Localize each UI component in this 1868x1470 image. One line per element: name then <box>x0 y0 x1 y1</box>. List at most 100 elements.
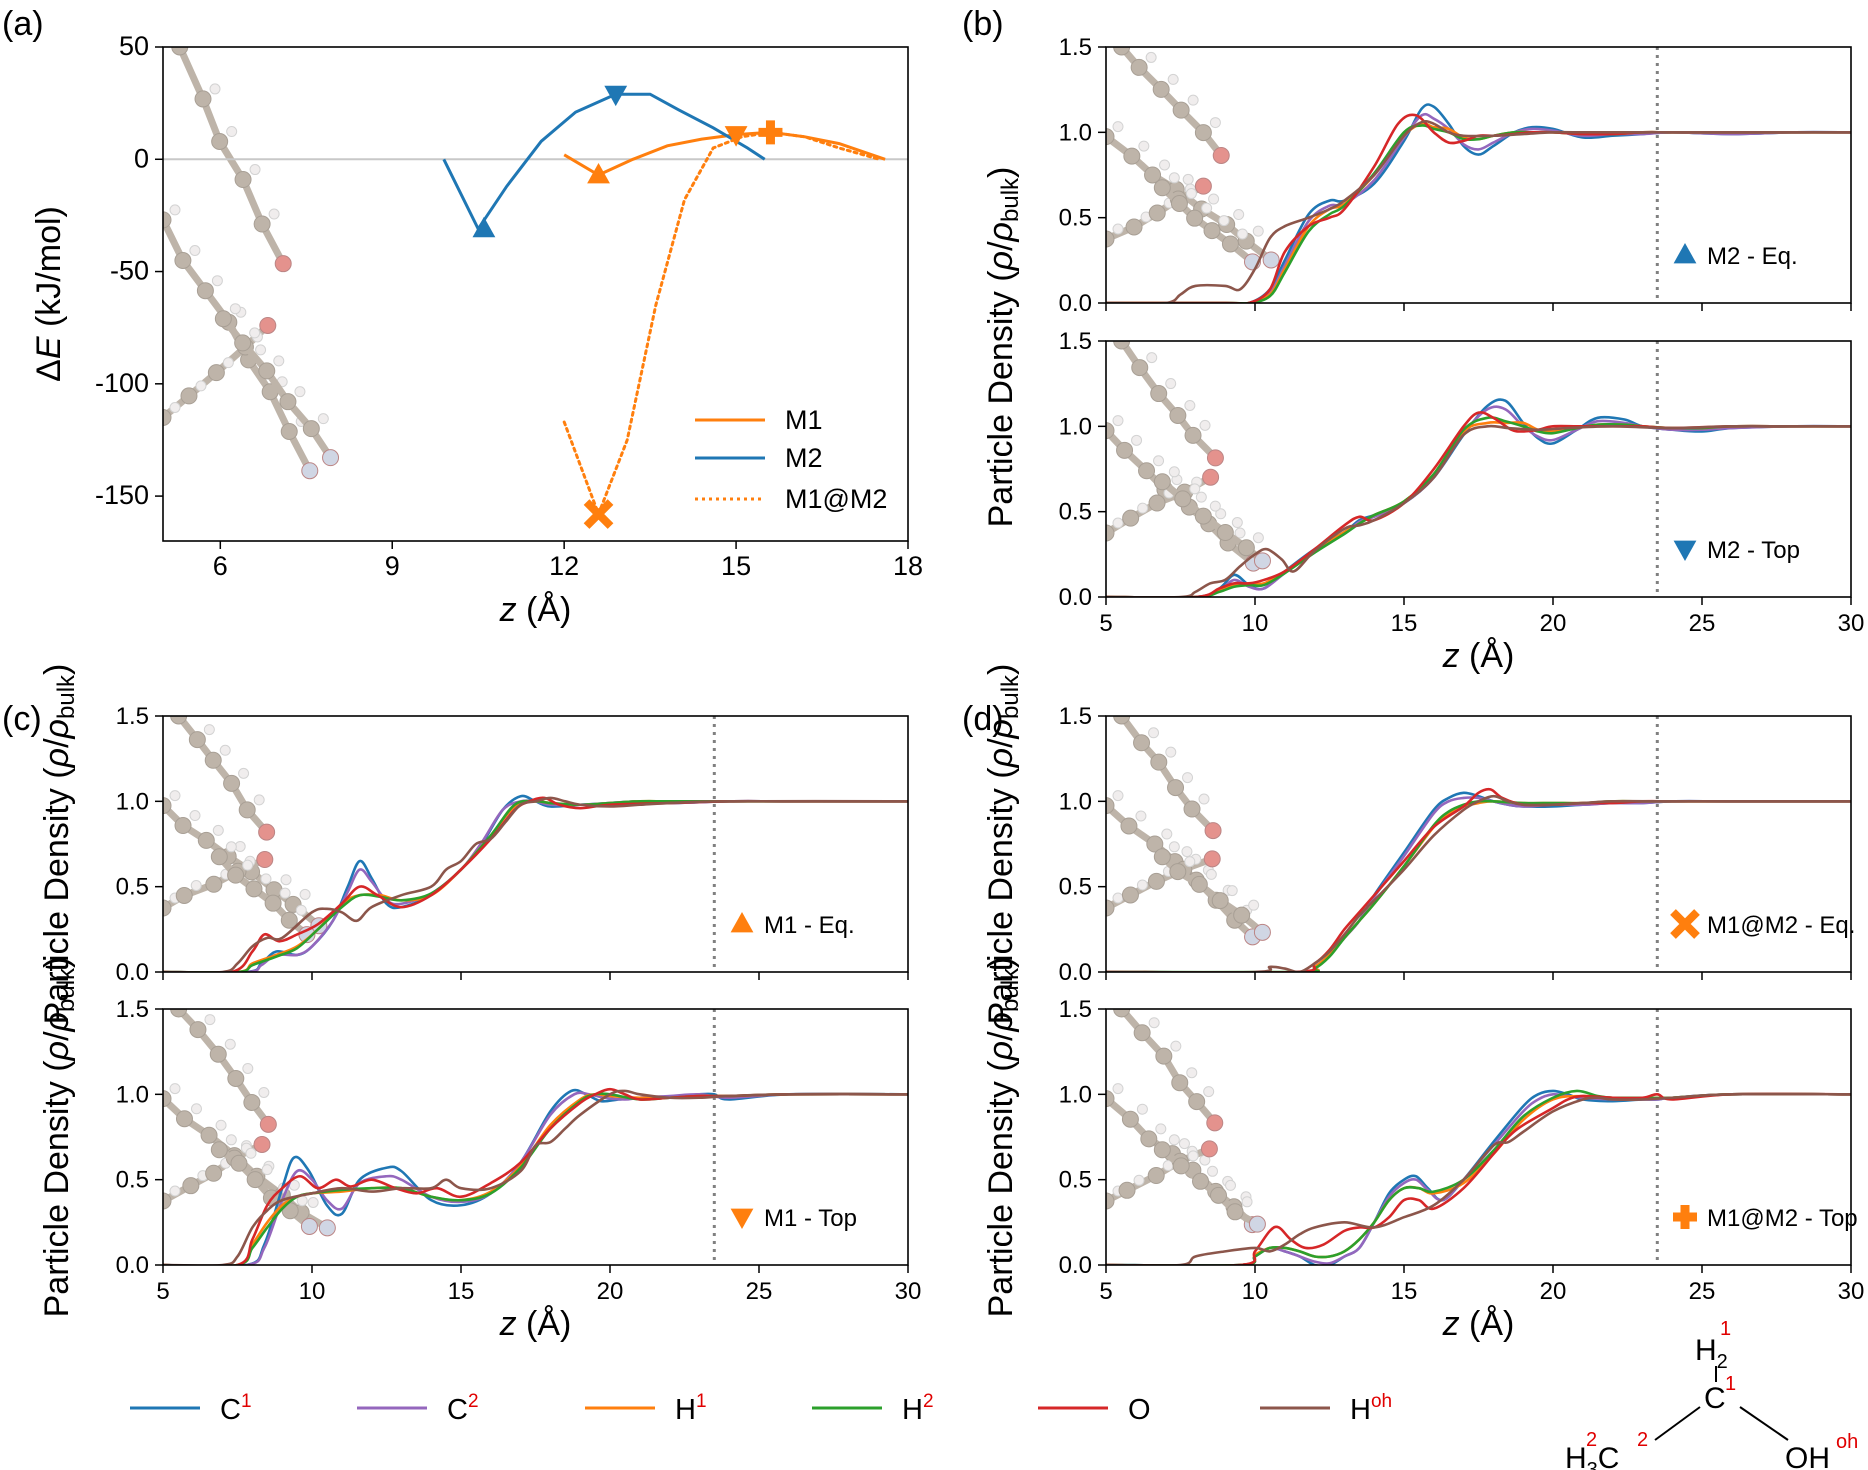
atom <box>1167 73 1179 85</box>
atom <box>253 794 265 806</box>
atom <box>1165 378 1177 390</box>
atom <box>1185 188 1197 200</box>
atom <box>207 364 225 382</box>
atom <box>227 866 245 884</box>
y-label-rho2: ρ <box>38 719 76 739</box>
legend-label: M1 <box>785 405 823 435</box>
panel-a: (a) 50 0 -50 -100 -150 6 9 12 15 18 M1 M2 M1@M2 z (Å) Δ… <box>2 5 923 629</box>
atom <box>1113 341 1131 350</box>
atom <box>1131 434 1143 446</box>
atom <box>186 701 196 711</box>
chem-oh: OH <box>1785 1442 1830 1470</box>
atom <box>1153 848 1171 866</box>
series-line-Hoh <box>1106 1092 1851 1265</box>
atom <box>1209 117 1221 129</box>
atom <box>273 355 285 367</box>
c1-sup: 1 <box>1725 1373 1736 1395</box>
y-tick-label: 0.5 <box>1059 499 1092 526</box>
density-panel: 0.0 0.5 1.0 1.5 5 10 15 20 25 30 M1 - Top z (Å) Part… <box>38 957 921 1343</box>
atom <box>214 310 232 328</box>
top-h2: H2 <box>1695 1334 1728 1373</box>
atom <box>1123 147 1141 165</box>
atom <box>1113 1009 1131 1018</box>
panel-label: (a) <box>2 5 44 43</box>
x-axis-label: z (Å) <box>1442 1305 1515 1343</box>
y-label-slash: / <box>982 1031 1020 1041</box>
oh-sup: oh <box>1836 1431 1858 1453</box>
atom <box>1135 810 1147 822</box>
series-line-Hoh <box>1106 424 1851 597</box>
x-tick-label: 20 <box>1540 610 1567 637</box>
atom <box>1113 716 1131 725</box>
atom <box>1148 727 1160 739</box>
atom <box>322 449 340 467</box>
atom <box>1131 359 1149 377</box>
atom <box>255 344 267 356</box>
legend-base: C <box>447 1394 468 1426</box>
atom <box>212 824 224 836</box>
atom <box>246 1171 264 1189</box>
atom <box>1203 1086 1215 1098</box>
y-tick-label: 1.0 <box>1059 413 1092 440</box>
legend-label: C1 <box>220 1391 252 1426</box>
atom <box>1155 1047 1173 1065</box>
atom <box>1237 539 1255 557</box>
atom <box>260 873 272 885</box>
x-tick-label: 18 <box>893 551 923 581</box>
atom <box>1150 753 1168 771</box>
atom <box>169 1083 181 1095</box>
atom <box>1170 195 1188 213</box>
y-label-unit: (kJ/mol) <box>30 206 68 336</box>
legend-base: O <box>1128 1394 1151 1426</box>
x-tick-label: 30 <box>895 1278 922 1305</box>
y-label-rho: ρ <box>38 1041 76 1061</box>
y-tick-label: 0.0 <box>1059 584 1092 611</box>
x-tick-label: 30 <box>1838 1278 1865 1305</box>
atom <box>280 874 292 886</box>
atom <box>279 887 291 899</box>
legend-label: H2 <box>902 1391 934 1426</box>
series-line-O <box>163 1087 908 1265</box>
atom <box>1183 800 1201 818</box>
subpanel-label: M1@M2 - Top <box>1707 1205 1858 1232</box>
plot-area <box>1106 47 1851 303</box>
series-line-O <box>163 796 908 972</box>
atom <box>205 875 223 893</box>
chem-h: H <box>1565 1442 1587 1470</box>
panel-label: (b) <box>962 5 1004 43</box>
atom <box>1234 527 1246 539</box>
atom <box>258 823 276 841</box>
atom <box>222 357 234 369</box>
atom <box>224 1038 236 1050</box>
atom <box>1233 209 1245 221</box>
density-panel: (d) 0.0 0.5 1.0 1.5 M1@M2 - Eq. Particle Densi… <box>962 664 1855 1025</box>
atom <box>225 841 237 853</box>
atom <box>1170 1040 1182 1052</box>
atom <box>1152 80 1170 98</box>
atom <box>1112 223 1124 235</box>
x-label-z: z <box>499 591 517 629</box>
atom <box>1121 886 1139 904</box>
atom <box>1169 863 1187 881</box>
y-label-close: ) <box>982 167 1020 178</box>
atom <box>1252 532 1264 544</box>
x-tick-label: 20 <box>1540 1278 1567 1305</box>
atom <box>1202 468 1220 486</box>
atom <box>1138 462 1156 480</box>
atom <box>211 275 223 287</box>
legend-label: M1@M2 <box>785 484 887 514</box>
x-tick-label: 15 <box>1391 610 1418 637</box>
atom <box>1174 490 1192 508</box>
atom <box>1106 230 1115 248</box>
atom <box>258 1086 270 1098</box>
atom <box>1203 850 1221 868</box>
atom <box>1106 524 1115 542</box>
series-line-C1 <box>163 1088 908 1265</box>
atom <box>1182 173 1194 185</box>
atom <box>1121 1110 1139 1128</box>
x-tick-label: 10 <box>1242 610 1269 637</box>
marker-triangle-up <box>472 216 496 238</box>
x-tick-label: 5 <box>1099 1278 1112 1305</box>
y-axis-label: Particle Density (ρ/ρbulk) <box>38 957 80 1318</box>
